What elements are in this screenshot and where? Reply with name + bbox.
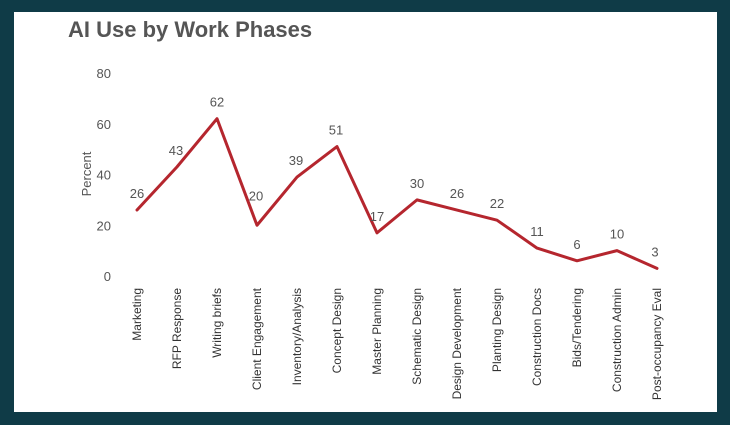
x-category-label: Construction Docs bbox=[530, 288, 544, 386]
data-label: 17 bbox=[370, 209, 384, 224]
x-category-label: Bids/Tendering bbox=[570, 288, 584, 367]
chart-title: AI Use by Work Phases bbox=[68, 17, 313, 42]
data-label: 30 bbox=[410, 176, 424, 191]
y-tick-label: 40 bbox=[97, 168, 111, 183]
data-labels: 26 43 62 20 39 51 17 30 26 22 11 6 10 3 bbox=[130, 95, 659, 260]
x-category-label: Concept Design bbox=[330, 288, 344, 373]
y-tick-label: 60 bbox=[97, 117, 111, 132]
x-category-label: Master Planning bbox=[370, 288, 384, 375]
y-axis-label: Percent bbox=[79, 151, 94, 196]
chart-frame: AI Use by Work Phases 0 20 40 60 80 Percent … bbox=[14, 12, 717, 412]
data-label: 62 bbox=[210, 95, 224, 110]
x-category-label: Marketing bbox=[130, 288, 144, 341]
x-category-label: Planting Design bbox=[490, 288, 504, 372]
data-label: 26 bbox=[450, 186, 464, 201]
x-category-label: Construction Admin bbox=[610, 288, 624, 392]
x-category-label: Writing briefs bbox=[210, 288, 224, 358]
x-category-label: RFP Response bbox=[170, 288, 184, 369]
data-label: 20 bbox=[249, 188, 263, 203]
y-tick-label: 20 bbox=[97, 218, 111, 233]
data-label: 11 bbox=[530, 224, 544, 239]
data-label: 43 bbox=[169, 143, 183, 158]
data-label: 39 bbox=[289, 153, 303, 168]
x-category-label: Inventory/Analysis bbox=[290, 288, 304, 385]
x-category-label: Client Engagement bbox=[250, 287, 264, 390]
x-category-label: Post-occupancy Eval bbox=[650, 288, 664, 400]
y-tick-label: 0 bbox=[104, 269, 111, 284]
y-tick-label: 80 bbox=[97, 66, 111, 81]
data-label: 51 bbox=[329, 123, 343, 138]
data-label: 3 bbox=[651, 244, 658, 259]
data-label: 6 bbox=[573, 237, 580, 252]
line-chart: 0 20 40 60 80 Percent 26 43 62 20 39 51 17 30 26 22 11… bbox=[79, 66, 664, 400]
x-category-label: Design Development bbox=[450, 287, 464, 399]
y-axis-ticks: 0 20 40 60 80 bbox=[97, 66, 111, 284]
x-axis-category-labels: Marketing RFP Response Writing briefs Clien… bbox=[130, 287, 664, 400]
series-line bbox=[135, 117, 659, 270]
x-category-label: Schematic Design bbox=[410, 288, 424, 385]
data-label: 10 bbox=[610, 227, 624, 242]
data-label: 22 bbox=[490, 196, 504, 211]
data-label: 26 bbox=[130, 186, 144, 201]
